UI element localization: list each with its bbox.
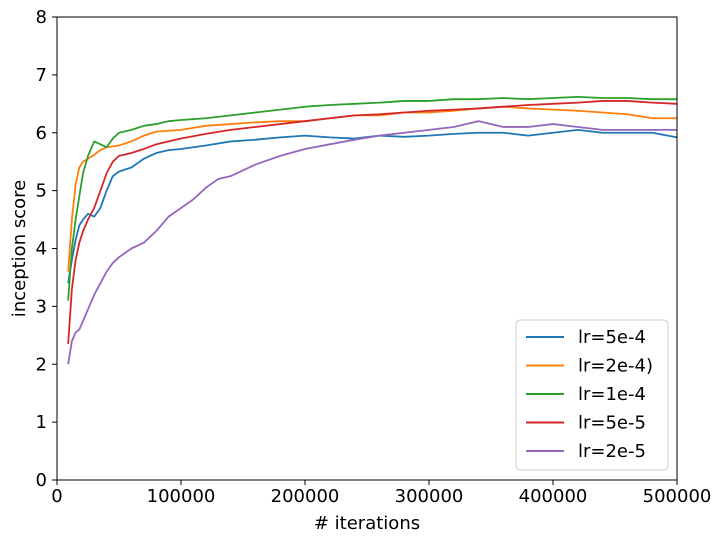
x-axis-label: # iterations bbox=[314, 513, 420, 534]
legend-box bbox=[515, 319, 669, 471]
legend-label-2: lr=1e-4 bbox=[578, 384, 646, 405]
legend: lr=5e-4 lr=2e-4) lr=1e-4 lr=5e-5 lr=2e-5 bbox=[515, 319, 669, 471]
y-axis: 0 1 2 3 4 5 6 7 8 bbox=[36, 7, 57, 491]
y-tick-label: 6 bbox=[36, 123, 47, 144]
y-tick-label: 5 bbox=[36, 181, 47, 202]
x-tick-label: 100000 bbox=[147, 486, 216, 507]
x-tick-label: 200000 bbox=[271, 486, 340, 507]
y-axis-label: inception score bbox=[9, 180, 30, 317]
series-line-0 bbox=[67, 128, 678, 284]
y-tick-label: 7 bbox=[36, 65, 47, 86]
legend-label-3: lr=5e-5 bbox=[578, 413, 646, 434]
series-layer bbox=[67, 95, 678, 365]
series-line-3 bbox=[67, 100, 678, 345]
y-tick-label: 1 bbox=[36, 412, 47, 433]
y-tick-label: 2 bbox=[36, 354, 47, 375]
x-tick-label: 400000 bbox=[519, 486, 588, 507]
x-tick-label: 500000 bbox=[643, 486, 712, 507]
y-tick-label: 0 bbox=[36, 470, 47, 491]
series-line-1 bbox=[67, 105, 677, 272]
x-tick-label: 300000 bbox=[395, 486, 464, 507]
series-line-2 bbox=[67, 95, 677, 301]
series-line-4 bbox=[67, 120, 677, 365]
legend-label-4: lr=2e-5 bbox=[578, 441, 646, 462]
y-tick-label: 4 bbox=[36, 239, 47, 260]
y-tick-label: 8 bbox=[36, 7, 47, 28]
y-tick-label: 3 bbox=[36, 296, 47, 317]
x-axis: 0 100000 200000 300000 400000 500000 bbox=[51, 480, 711, 507]
x-tick-label: 0 bbox=[51, 486, 62, 507]
legend-label-0: lr=5e-4 bbox=[578, 327, 646, 348]
legend-label-1: lr=2e-4) bbox=[578, 356, 653, 377]
